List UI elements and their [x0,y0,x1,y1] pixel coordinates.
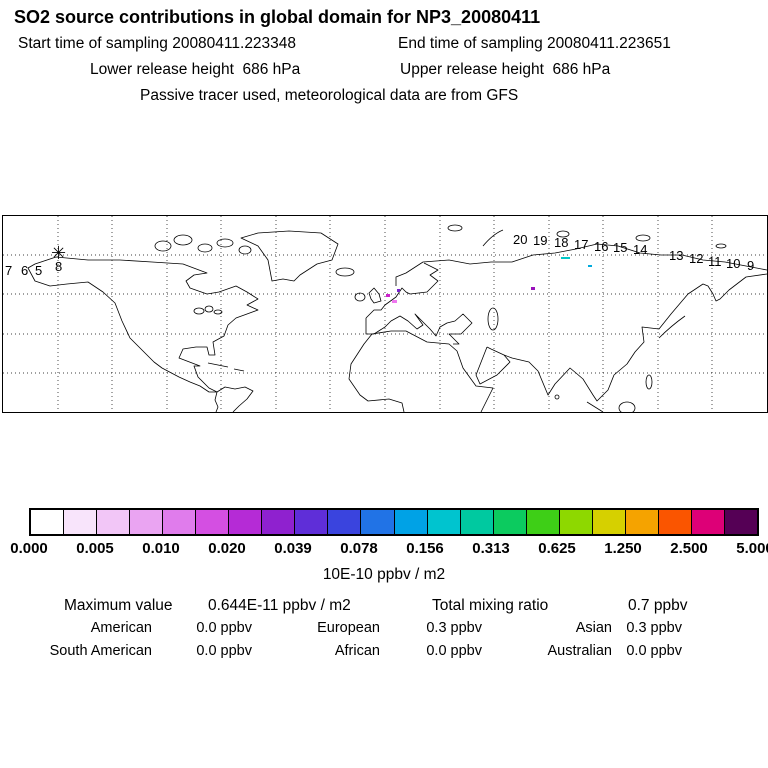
trajectory-hour-label: 20 [513,232,528,247]
plume-pixel [392,300,397,303]
colorbar-segment [526,510,560,534]
region-name: European [317,620,380,636]
sampling-time-row: Start time of sampling 20080411.223348 E… [0,35,768,55]
colorbar-segment [691,510,725,534]
region-value: 0.3 ppbv [626,620,682,636]
colorbar [29,508,759,536]
colorbar-tick-label: 0.005 [76,540,114,557]
plume-pixel [561,257,570,259]
trajectory-hour-label: 14 [633,242,648,257]
max-value-text: 0.644E-11 ppbv / m2 [208,597,351,614]
colorbar-segment [163,510,197,534]
mixing-ratio-value: 0.7 ppbv [628,597,688,614]
trajectory-hour-label: 15 [613,240,628,255]
tracer-note-row: Passive tracer used, meteorological data… [0,87,768,107]
upper-release-text: Upper release height 686 hPa [400,61,611,78]
colorbar-segment [625,510,659,534]
region-contributions-row-2: South American 0.0 ppbv African 0.0 ppbv… [0,643,768,660]
trajectory-hour-label: 19 [533,233,548,248]
region-value: 0.0 ppbv [426,643,482,659]
trajectory-hour-label: 9 [747,258,755,273]
colorbar-segment [460,510,494,534]
colorbar-tick-label: 0.000 [10,540,48,557]
region-name: African [334,643,380,659]
coastlines [27,224,767,412]
region-value: 0.0 ppbv [196,643,252,659]
world-map: 20 19 18 17 16 15 14 13 12 11 10 9 7 6 5 8 ✳ [2,215,768,413]
plume-pixel [531,287,535,290]
region-name: Australian [547,643,612,659]
colorbar-tick-label: 0.313 [472,540,510,557]
release-height-row: Lower release height 686 hPa Upper relea… [0,61,768,81]
trajectory-hour-label: 13 [669,248,684,263]
colorbar-tick-label: 0.078 [340,540,378,557]
region-value: 0.0 ppbv [626,643,682,659]
colorbar-tick-label: 0.625 [538,540,576,557]
trajectory-hour-label: 10 [726,256,741,271]
end-time-text: End time of sampling 20080411.223651 [398,35,671,52]
trajectory-hour-label: 18 [554,235,569,250]
max-value-label: Maximum value [64,597,173,614]
trajectory-hour-label: 8 [55,259,63,274]
colorbar-segment [295,510,329,534]
colorbar-segment [229,510,263,534]
colorbar-tick-label: 0.020 [208,540,246,557]
plume-pixel [386,294,390,297]
colorbar-segment [724,510,758,534]
colorbar-segment [328,510,362,534]
trajectory-hour-label: 5 [35,263,43,278]
colorbar-segment [130,510,164,534]
colorbar-segment [658,510,692,534]
colorbar-tick-label: 0.039 [274,540,312,557]
mixing-ratio-label: Total mixing ratio [432,597,549,614]
tracer-note-text: Passive tracer used, meteorological data… [140,87,519,104]
colorbar-segment [64,510,98,534]
region-value: 0.0 ppbv [196,620,252,636]
source-star-icon: ✳ [51,243,67,263]
colorbar-tick-row: 0.000 0.005 0.010 0.020 0.039 0.078 0.156 0.313… [10,540,768,558]
plume-pixel [397,289,400,292]
colorbar-segment [262,510,296,534]
colorbar-segment [31,510,65,534]
region-contributions-row-1: American 0.0 ppbv European 0.3 ppbv Asia… [0,620,768,637]
colorbar-segment [493,510,527,534]
map-graticule [3,216,767,412]
region-value: 0.3 ppbv [426,620,482,636]
plot-title: SO2 source contributions in global domai… [14,7,541,27]
start-time-text: Start time of sampling 20080411.223348 [18,35,297,52]
colorbar-tick-label: 0.156 [406,540,444,557]
trajectory-hour-label: 17 [574,237,589,252]
region-name: South American [49,643,152,659]
trajectory-hour-label: 11 [708,254,722,269]
colorbar-segment [361,510,395,534]
colorbar-tick-label: 5.000 [736,540,768,557]
trajectory-hour-label: 7 [5,263,13,278]
colorbar-segment [394,510,428,534]
colorbar-tick-label: 1.250 [604,540,642,557]
world-map-svg [3,216,767,412]
trajectory-hour-label: 12 [689,251,704,266]
colorbar-tick-label: 0.010 [142,540,180,557]
region-name: Asian [575,620,612,636]
plume-pixel [588,265,592,267]
colorbar-segment [592,510,626,534]
map-overlay: 20 19 18 17 16 15 14 13 12 11 10 9 7 6 5 8 ✳ [3,216,767,412]
lower-release-text: Lower release height 686 hPa [90,61,301,78]
colorbar-units: 10E-10 ppbv / m2 [322,566,446,583]
colorbar-segment [427,510,461,534]
colorbar-segment [196,510,230,534]
colorbar-segment [97,510,131,534]
region-name: American [90,620,152,636]
colorbar-segment [559,510,593,534]
stats-row: Maximum value 0.644E-11 ppbv / m2 Total … [0,597,768,615]
trajectory-hour-label: 16 [594,239,609,254]
colorbar-tick-label: 2.500 [670,540,708,557]
trajectory-hour-label: 6 [21,263,29,278]
